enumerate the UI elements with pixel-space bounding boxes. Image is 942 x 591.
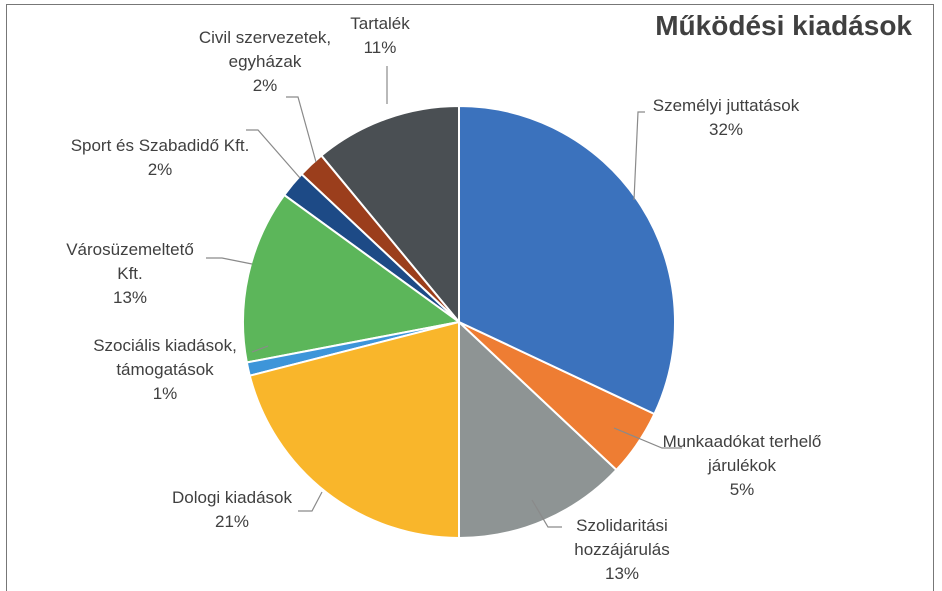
- leader-line: [531, 499, 562, 528]
- value-label: 2%: [147, 160, 173, 179]
- slice-label: Sport és Szabadidő Kft. 2%: [60, 134, 260, 182]
- category-name: Személyi juttatások: [652, 96, 800, 115]
- slice-label: Szolidaritási hozzájárulás 13%: [552, 514, 692, 586]
- value-label: 11%: [363, 38, 397, 57]
- pie-slice: [458, 104, 676, 416]
- value-label: 13%: [604, 564, 640, 583]
- slice-label: Városüzemeltető Kft. 13%: [60, 238, 200, 310]
- value-label: 5%: [729, 480, 755, 499]
- category-name: Városüzemeltető Kft.: [66, 240, 194, 283]
- pie-slice: [319, 104, 460, 325]
- category-name: Szolidaritási hozzájárulás: [574, 516, 670, 559]
- slice-label: Tartalék 11%: [320, 12, 440, 60]
- frame: [6, 4, 934, 591]
- leader-lines: [206, 66, 682, 528]
- category-name: Sport és Szabadidő Kft.: [70, 136, 250, 155]
- value-label: 2%: [252, 76, 278, 95]
- category-name: Szociális kiadások, támogatások: [93, 336, 237, 379]
- leader-line: [613, 427, 682, 449]
- value-label: 13%: [112, 288, 148, 307]
- slice-label: Civil szervezetek, egyházak 2%: [175, 26, 355, 98]
- leader-line: [251, 345, 269, 353]
- leader-line: [298, 491, 323, 512]
- pie-slice: [458, 319, 618, 540]
- slice-label: Dologi kiadások 21%: [142, 486, 322, 534]
- pie-slice: [242, 193, 462, 364]
- slice-label: Személyi juttatások 32%: [626, 94, 826, 142]
- value-label: 32%: [708, 120, 744, 139]
- leader-line: [633, 111, 645, 201]
- pie-slice: [248, 320, 460, 540]
- category-name: Tartalék: [350, 14, 410, 33]
- category-name: Civil szervezetek, egyházak: [198, 28, 332, 71]
- category-name: Dologi kiadások: [171, 488, 292, 507]
- slice-label: Szociális kiadások, támogatások 1%: [65, 334, 265, 406]
- value-label: 21%: [214, 512, 250, 531]
- category-name: Munkaadókat terhelő járulékok: [662, 432, 822, 475]
- chart-title: Működési kiadások: [655, 10, 912, 41]
- leader-line: [246, 129, 301, 179]
- slice-label: Munkaadókat terhelő járulékok 5%: [657, 430, 827, 502]
- value-label: 1%: [152, 384, 178, 403]
- leader-line: [206, 257, 253, 265]
- leader-line: [286, 96, 317, 163]
